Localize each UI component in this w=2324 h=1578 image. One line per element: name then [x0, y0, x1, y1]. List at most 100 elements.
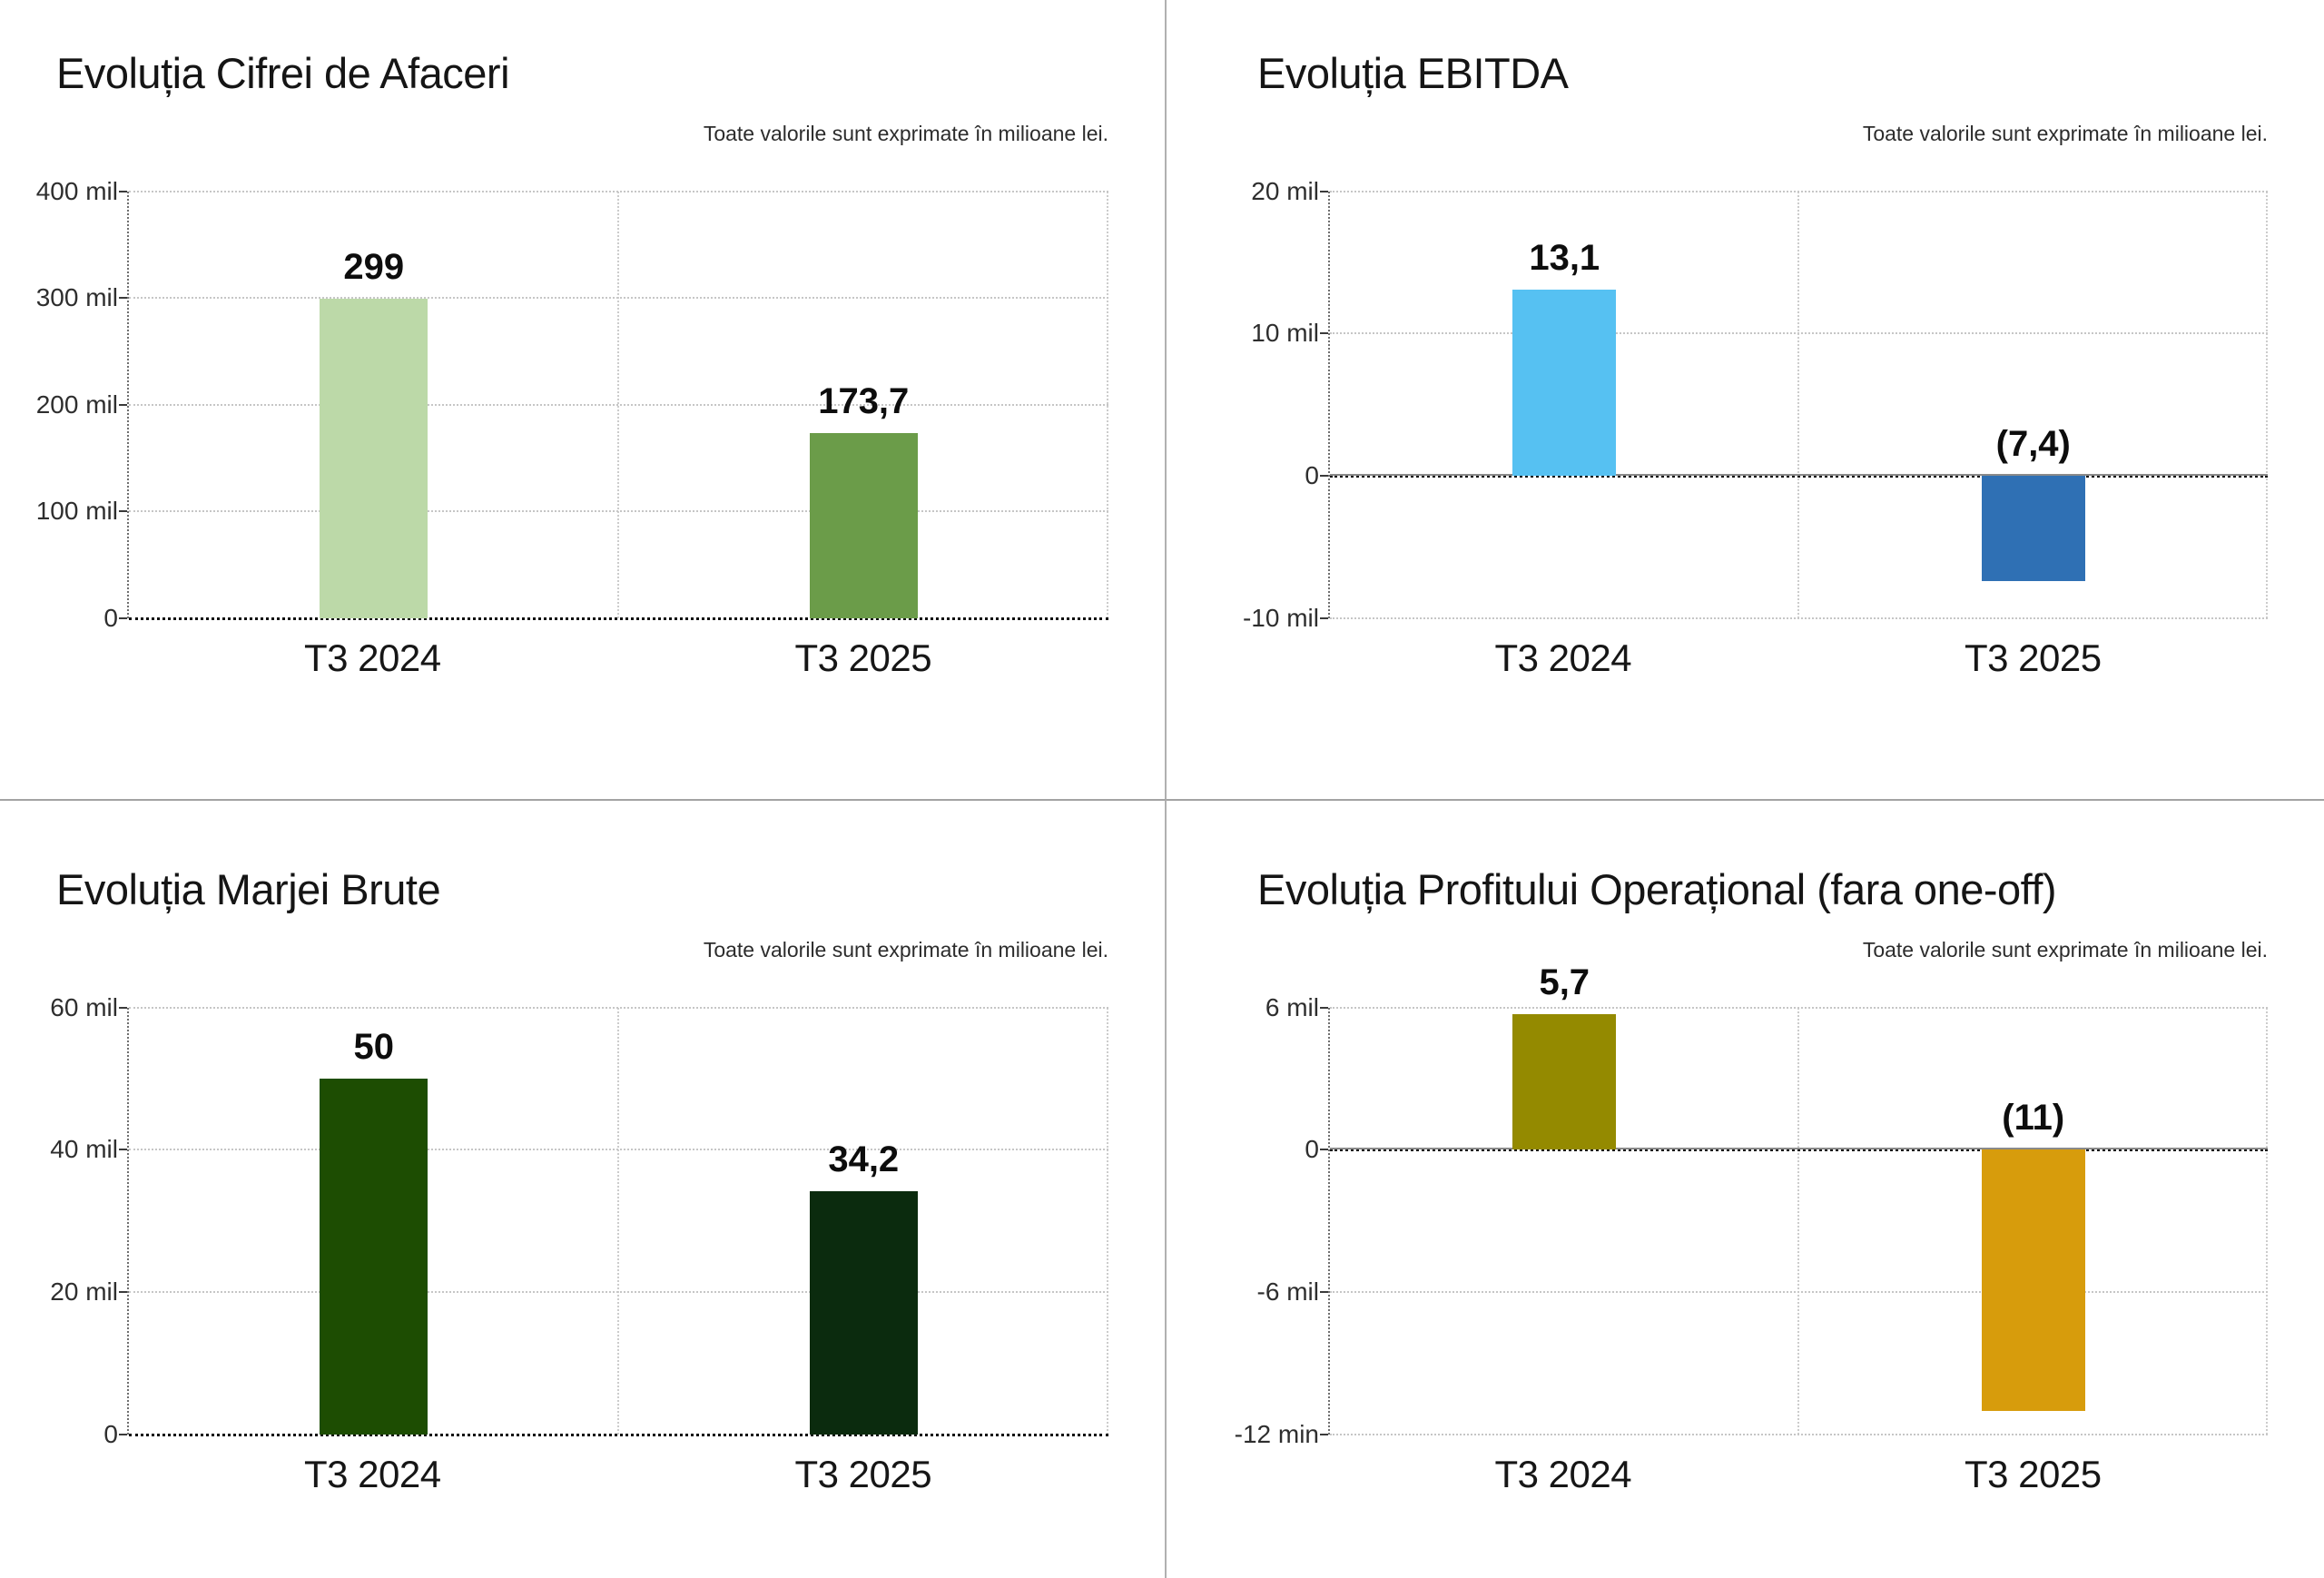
y-axis-tick-mark	[119, 1290, 127, 1293]
bar-t3-2024	[1512, 289, 1617, 476]
operating-profit-chart-panel: Evoluția Profitului Operațional (fara on…	[1167, 799, 2324, 1578]
x-axis-labels: T3 2024 T3 2025	[1328, 636, 2268, 693]
revenue-chart-panel: Evoluția Cifrei de Afaceri Toate valoril…	[0, 0, 1167, 799]
y-axis-tick-label: 0	[1305, 460, 1319, 489]
y-axis-tick-label: -12 min	[1234, 1419, 1319, 1448]
x-axis-category-label: T3 2025	[794, 1452, 932, 1495]
vertical-gridline	[1107, 1007, 1108, 1435]
y-axis-tick-label: 100 mil	[35, 497, 118, 526]
gridline	[1330, 332, 2268, 335]
plot-row: 400 mil 300 mil 200 mil 100 mil 0 299 173,7	[35, 177, 1108, 632]
y-axis-labels: 400 mil 300 mil 200 mil 100 mil 0	[35, 177, 127, 632]
x-axis-category-label: T3 2024	[1494, 636, 1632, 679]
y-axis-tick-mark	[119, 616, 127, 619]
chart-subtitle: Toate valorile sunt exprimate în milioan…	[1862, 121, 2268, 145]
plot-row: 6 mil 0 -6 mil -12 min 5,7 (11)	[1235, 962, 2268, 1448]
y-axis-tick-mark	[1320, 190, 1328, 192]
y-axis-tick-label: 20 mil	[1251, 176, 1319, 205]
y-axis-tick-label: 6 mil	[1265, 992, 1319, 1021]
y-axis-tick-mark	[119, 403, 127, 406]
y-axis-tick-label: 0	[103, 603, 118, 632]
gridline	[129, 1006, 1108, 1009]
chart-title: Evoluția Marjei Brute	[56, 865, 441, 913]
plot-area: 5,7 (11)	[1320, 962, 2268, 1435]
y-axis-tick-label: -10 mil	[1242, 603, 1319, 632]
gross-margin-chart-panel: Evoluția Marjei Brute Toate valorile sun…	[0, 799, 1167, 1578]
y-axis-tick-mark	[119, 297, 127, 300]
y-axis-tick-mark	[119, 190, 127, 192]
bar-value-label: 299	[343, 247, 405, 288]
gridline	[129, 297, 1108, 300]
y-axis-tick-label: 200 mil	[35, 390, 118, 419]
zero-gridline	[129, 1433, 1108, 1436]
bar-value-label: (7,4)	[1995, 423, 2071, 464]
y-axis-tick-mark	[119, 1433, 127, 1435]
gridline	[1330, 1006, 2268, 1009]
bar-value-label: (11)	[2002, 1098, 2065, 1139]
bar-t3-2024	[1512, 1014, 1617, 1150]
bar-t3-2025	[1981, 475, 2085, 581]
y-axis-tick-label: 400 mil	[35, 176, 118, 205]
bar-t3-2024	[320, 1078, 428, 1435]
gridline	[1330, 1290, 2268, 1293]
x-axis-category-label: T3 2025	[1964, 1452, 2102, 1495]
y-axis-labels: 20 mil 10 mil 0 -10 mil	[1237, 177, 1328, 632]
y-axis-tick-label: 0	[1305, 1135, 1319, 1164]
zero-gridline	[1330, 473, 2268, 478]
y-axis-tick-mark	[1320, 1149, 1328, 1151]
y-axis-tick-label: 0	[103, 1419, 118, 1448]
x-axis-category-label: T3 2025	[1964, 636, 2102, 679]
vertical-gridline	[2266, 191, 2268, 618]
y-axis-tick-mark	[119, 1006, 127, 1009]
x-axis-category-label: T3 2024	[303, 636, 441, 679]
x-axis-labels: T3 2024 T3 2025	[1328, 1453, 2268, 1509]
bar-t3-2025	[809, 1190, 918, 1435]
gridline	[129, 403, 1108, 406]
bar-value-label: 50	[353, 1026, 395, 1067]
y-axis-tick-mark	[1320, 474, 1328, 477]
y-axis-tick-mark	[1320, 1006, 1328, 1009]
y-axis-tick-label: -6 mil	[1256, 1277, 1319, 1306]
x-axis-category-label: T3 2025	[794, 636, 932, 679]
chart-subtitle: Toate valorile sunt exprimate în milioan…	[703, 121, 1108, 145]
ebitda-chart-panel: Evoluția EBITDA Toate valorile sunt expr…	[1167, 0, 2324, 799]
bar-value-label: 173,7	[818, 380, 910, 421]
bar-t3-2025	[1981, 1149, 2085, 1411]
plot-area: 50 34,2	[119, 1006, 1108, 1436]
zero-gridline	[1330, 1148, 2268, 1152]
bar-value-label: 34,2	[828, 1139, 900, 1179]
zero-gridline	[129, 616, 1108, 620]
chart-title: Evoluția Profitului Operațional (fara on…	[1257, 865, 2057, 913]
y-axis-tick-label: 300 mil	[35, 283, 118, 312]
vertical-gridline	[616, 1007, 619, 1435]
gridline	[1330, 190, 2268, 192]
gridline	[129, 1149, 1108, 1151]
chart-subtitle: Toate valorile sunt exprimate în milioan…	[703, 937, 1108, 962]
plot-area: 299 173,7	[119, 190, 1108, 620]
vertical-gridline	[1797, 191, 1799, 618]
y-axis-tick-label: 20 mil	[50, 1277, 118, 1306]
bar-value-label: 13,1	[1529, 237, 1600, 278]
y-axis-tick-mark	[119, 510, 127, 513]
gridline	[129, 1290, 1108, 1293]
y-axis-tick-mark	[1320, 1290, 1328, 1293]
gridline	[129, 190, 1108, 192]
y-axis-tick-mark	[1320, 332, 1328, 335]
x-axis-labels: T3 2024 T3 2025	[127, 1453, 1108, 1509]
vertical-gridline	[2266, 1007, 2268, 1435]
bar-t3-2024	[320, 299, 428, 618]
chart-title: Evoluția Cifrei de Afaceri	[56, 49, 510, 97]
plot-row: 60 mil 40 mil 20 mil 0 50 34,2	[36, 993, 1108, 1448]
x-axis-labels: T3 2024 T3 2025	[127, 636, 1108, 693]
gridline	[1330, 616, 2268, 619]
y-axis-tick-label: 10 mil	[1251, 319, 1319, 348]
x-axis-category-label: T3 2024	[303, 1452, 441, 1495]
bar-value-label: 5,7	[1539, 962, 1590, 1003]
x-axis-category-label: T3 2024	[1494, 1452, 1632, 1495]
y-axis-tick-mark	[1320, 1433, 1328, 1435]
gridline	[129, 510, 1108, 513]
vertical-gridline	[1797, 1007, 1799, 1435]
gridline	[1330, 1433, 2268, 1435]
chart-subtitle: Toate valorile sunt exprimate în milioan…	[1862, 937, 2268, 962]
